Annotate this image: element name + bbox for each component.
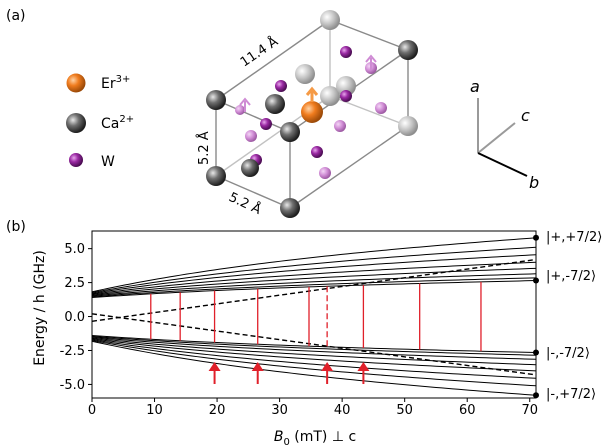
red-arrowhead-icon — [357, 362, 370, 371]
dimension-a-label: 5.2 Å — [196, 131, 212, 165]
legend-er-icon — [66, 73, 86, 93]
dashed-level — [91, 313, 537, 376]
lower-energy-level — [91, 336, 537, 360]
dashed-level — [91, 258, 537, 322]
x-tick-label: 50 — [396, 403, 413, 418]
panel-a-label: (a) — [6, 8, 26, 24]
crystal-structure: 11.4 Å 5.2 Å 5.2 Å — [196, 10, 418, 218]
axis-a-label: a — [470, 77, 480, 96]
state-labels: |+,+7/2⟩ |+,-7/2⟩ |-,-7/2⟩ |-,+7/2⟩ — [546, 230, 602, 402]
y-tick-label: 5.0 — [64, 242, 85, 257]
lower-energy-level — [91, 335, 537, 354]
axes-triad: a c b — [470, 77, 539, 192]
legend: Er3+ Ca2+ W — [66, 73, 134, 170]
legend-er-label: Er3+ — [101, 74, 130, 92]
level-end-marker — [533, 392, 539, 399]
w-atom — [375, 102, 387, 114]
lower-energy-level — [91, 339, 537, 379]
ca-atom — [241, 159, 259, 177]
panel-a: (a) Er3+ Ca2+ W — [6, 8, 539, 218]
panel-b: (b) Energy / h (GHz) B0 (mT) ⊥ c 0 10 20 30… — [6, 219, 602, 447]
legend-w-label: W — [101, 154, 115, 170]
upper-energy-level — [91, 267, 537, 296]
w-atom — [334, 120, 346, 132]
dimension-b-label: 5.2 Å — [226, 189, 263, 218]
lower-energy-level — [91, 339, 537, 387]
ca-atom — [398, 116, 418, 136]
axis-b-label: b — [529, 173, 539, 192]
w-atom — [275, 80, 287, 92]
red-arrowhead-icon — [321, 362, 334, 371]
energy-plot: 0 10 20 30 40 50 60 70 -5.0 -2.5 0.0 2.5 5.0 — [60, 230, 539, 418]
lower-energy-level — [91, 340, 537, 396]
ca-atom — [280, 122, 300, 142]
ca-atom — [295, 64, 315, 84]
x-tick-label: 10 — [146, 403, 163, 418]
state-label: |+,-7/2⟩ — [546, 269, 596, 284]
spin-arrow-icon — [239, 97, 251, 112]
w-atom — [260, 118, 272, 130]
ca-atom — [336, 76, 356, 96]
x-tick-label: 70 — [521, 403, 538, 418]
x-tick-label: 0 — [88, 403, 96, 418]
w-atom — [319, 167, 331, 179]
state-label: |-,+7/2⟩ — [546, 387, 596, 402]
ca-atom — [320, 10, 340, 30]
y-tick-label: 0.0 — [64, 310, 85, 325]
x-tick-label: 60 — [459, 403, 476, 418]
level-end-marker — [533, 277, 539, 284]
level-end-marker — [533, 234, 539, 241]
upper-energy-level — [91, 254, 537, 294]
upper-energy-level — [91, 246, 537, 294]
y-axis-label: Energy / h (GHz) — [32, 250, 48, 366]
plot-frame — [91, 230, 537, 399]
upper-energy-level — [91, 261, 537, 295]
state-label: |-,-7/2⟩ — [546, 346, 590, 361]
panel-b-label: (b) — [6, 219, 26, 235]
y-tick-label: -5.0 — [60, 378, 85, 393]
ca-atom — [265, 94, 285, 114]
level-end-marker — [533, 349, 539, 356]
legend-ca-icon — [66, 113, 86, 133]
er-spin-arrow-icon — [305, 86, 319, 102]
x-tick-label: 20 — [209, 403, 226, 418]
red-arrowhead-icon — [251, 362, 264, 371]
upper-energy-level — [91, 273, 537, 297]
legend-w-icon — [69, 153, 83, 167]
lower-energy-level — [91, 337, 537, 366]
red-arrowhead-icon — [208, 362, 221, 371]
w-atom — [340, 46, 352, 58]
lower-energy-level — [91, 338, 537, 372]
upper-energy-level — [91, 277, 537, 298]
x-tick-label: 30 — [271, 403, 288, 418]
ca-atom — [398, 40, 418, 60]
dimension-c-label: 11.4 Å — [237, 34, 281, 71]
ca-atom — [320, 86, 340, 106]
spin-arrow-icon — [365, 54, 377, 70]
upper-energy-level — [91, 280, 537, 299]
w-atom — [340, 90, 352, 102]
y-tick-label: 2.5 — [64, 276, 85, 291]
w-atom — [245, 130, 257, 142]
legend-ca-label: Ca2+ — [101, 114, 134, 132]
ca-atom — [280, 198, 300, 218]
state-label: |+,+7/2⟩ — [546, 230, 602, 245]
axis-c-label: c — [521, 106, 530, 125]
er-atom — [301, 101, 323, 123]
ca-atom — [206, 166, 226, 186]
x-tick-label: 40 — [334, 403, 351, 418]
w-atom — [235, 105, 245, 115]
lower-energy-level — [91, 335, 537, 356]
w-atom — [311, 146, 323, 158]
y-tick-label: -2.5 — [60, 344, 85, 359]
ca-atom — [206, 90, 226, 110]
upper-energy-level — [91, 237, 537, 293]
x-axis-label: B0 (mT) ⊥ c — [274, 429, 356, 447]
